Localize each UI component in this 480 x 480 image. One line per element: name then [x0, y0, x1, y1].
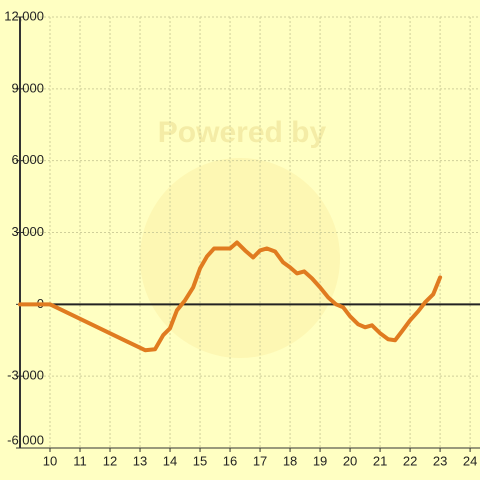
- watermark-logo: [140, 158, 340, 358]
- x-tick-label: 12: [103, 453, 117, 468]
- y-tick-label: -3,000: [7, 368, 44, 383]
- x-tick-label: 19: [313, 453, 327, 468]
- x-tick-label: 10: [43, 453, 57, 468]
- watermark: Powered by: [158, 116, 327, 149]
- x-tick-label: 11: [73, 453, 87, 468]
- x-tick-label: 17: [253, 453, 267, 468]
- x-tick-label: 22: [403, 453, 417, 468]
- x-tick-label: 18: [283, 453, 297, 468]
- x-tick-label: 21: [373, 453, 387, 468]
- y-tick-label: 3,000: [11, 224, 44, 239]
- x-tick-label: 23: [433, 453, 447, 468]
- y-tick-label: 6,000: [11, 152, 44, 167]
- x-tick-label: 24: [463, 453, 477, 468]
- x-tick-label: 14: [163, 453, 177, 468]
- y-tick-label: 12,000: [4, 8, 44, 23]
- y-tick-label: -6,000: [7, 432, 44, 447]
- x-tick-label: 16: [223, 453, 237, 468]
- data-line: [18, 240, 443, 353]
- x-tick-label: 13: [133, 453, 147, 468]
- x-tick-label: 20: [343, 453, 357, 468]
- x-tick-label: 15: [193, 453, 207, 468]
- y-tick-label: 9,000: [11, 80, 44, 95]
